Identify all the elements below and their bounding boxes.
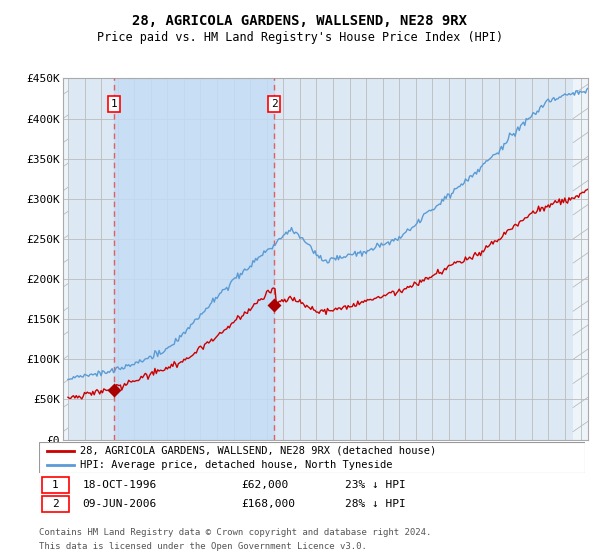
Text: 2: 2 (52, 499, 59, 509)
Text: 28% ↓ HPI: 28% ↓ HPI (345, 499, 406, 509)
Text: 18-OCT-1996: 18-OCT-1996 (83, 480, 157, 490)
Text: 1: 1 (111, 99, 118, 109)
Text: 09-JUN-2006: 09-JUN-2006 (83, 499, 157, 509)
Text: 28, AGRICOLA GARDENS, WALLSEND, NE28 9RX: 28, AGRICOLA GARDENS, WALLSEND, NE28 9RX (133, 14, 467, 28)
Text: 1: 1 (52, 480, 59, 490)
Text: 28, AGRICOLA GARDENS, WALLSEND, NE28 9RX (detached house): 28, AGRICOLA GARDENS, WALLSEND, NE28 9RX… (80, 446, 436, 456)
FancyBboxPatch shape (42, 477, 69, 493)
Text: Price paid vs. HM Land Registry's House Price Index (HPI): Price paid vs. HM Land Registry's House … (97, 31, 503, 44)
FancyBboxPatch shape (42, 496, 69, 512)
FancyBboxPatch shape (39, 442, 585, 473)
Text: HPI: Average price, detached house, North Tyneside: HPI: Average price, detached house, Nort… (80, 460, 392, 470)
Text: Contains HM Land Registry data © Crown copyright and database right 2024.: Contains HM Land Registry data © Crown c… (39, 528, 431, 536)
Text: 23% ↓ HPI: 23% ↓ HPI (345, 480, 406, 490)
Text: £168,000: £168,000 (241, 499, 295, 509)
Text: 2: 2 (271, 99, 278, 109)
Text: This data is licensed under the Open Government Licence v3.0.: This data is licensed under the Open Gov… (39, 542, 367, 550)
Text: £62,000: £62,000 (241, 480, 288, 490)
